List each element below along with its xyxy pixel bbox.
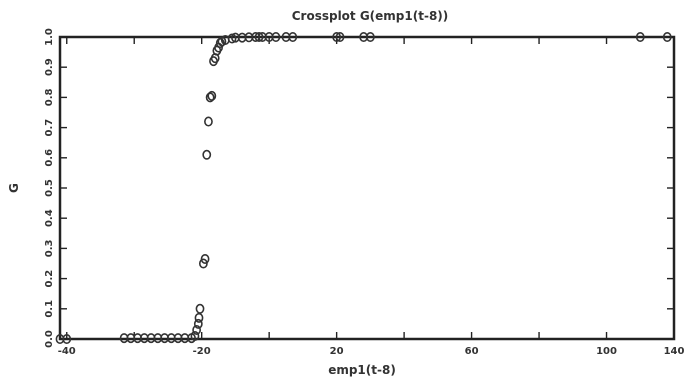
- y-tick-label: 0.9: [44, 58, 55, 76]
- data-point: [200, 253, 210, 264]
- chart-title: Crossplot G(emp1(t-8)): [292, 9, 449, 23]
- y-tick-label: 1.0: [44, 28, 55, 46]
- data-point: [271, 31, 281, 42]
- data-point: [635, 31, 645, 42]
- data-point: [365, 31, 375, 42]
- data-point: [190, 330, 200, 341]
- axis-tick-labels: -40 -20 20 60 100 140 0.0 0.1 0.2 0.3 0.4 0.5 0.6 0.7…: [44, 28, 684, 357]
- y-tick-label: 0.8: [44, 89, 55, 107]
- data-point: [198, 258, 208, 269]
- data-point: [62, 333, 72, 344]
- data-point: [192, 324, 202, 335]
- y-tick-label: 0.7: [44, 119, 55, 137]
- data-point: [254, 31, 264, 42]
- y-tick-label: 0.2: [44, 270, 55, 288]
- data-point: [332, 31, 342, 42]
- y-tick-label: 0.4: [44, 209, 55, 227]
- x-tick-label: -40: [58, 346, 76, 357]
- axis-ticks: [60, 36, 675, 340]
- data-point: [202, 149, 212, 160]
- data-point: [288, 31, 298, 42]
- data-point: [194, 312, 204, 323]
- y-tick-label: 0.6: [44, 149, 55, 167]
- x-tick-label: -20: [193, 346, 211, 357]
- y-tick-label: 0.0: [44, 330, 55, 348]
- y-tick-label: 0.5: [44, 179, 55, 197]
- data-point: [662, 31, 672, 42]
- data-point: [335, 31, 345, 42]
- x-tick-label: 20: [330, 346, 344, 357]
- x-tick-label: 60: [465, 346, 479, 357]
- data-point: [204, 116, 213, 127]
- data-point: [215, 38, 225, 49]
- plot-frame: [58, 35, 676, 341]
- x-tick-label: 140: [664, 346, 685, 357]
- data-point: [207, 90, 217, 101]
- data-point: [227, 33, 237, 44]
- y-tick-label: 0.3: [44, 240, 55, 258]
- y-axis-label: G: [7, 183, 21, 193]
- x-axis-label: emp1(t-8): [328, 363, 396, 377]
- y-tick-label: 0.1: [44, 300, 55, 318]
- x-tick-label: 100: [596, 346, 617, 357]
- data-point: [193, 318, 203, 329]
- data-point: [205, 92, 215, 103]
- data-points: [55, 31, 672, 344]
- data-point: [195, 303, 205, 314]
